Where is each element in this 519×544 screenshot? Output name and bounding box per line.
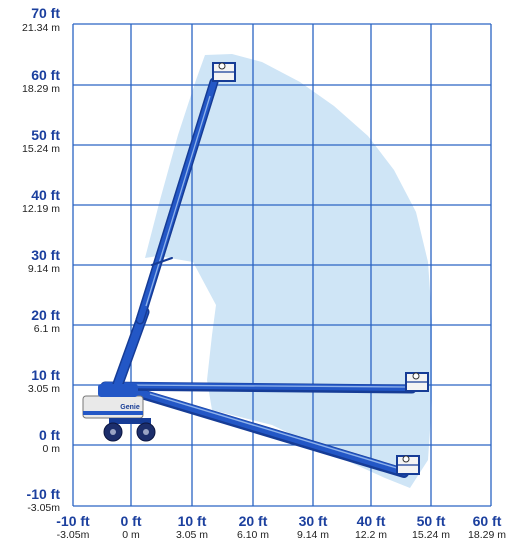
chassis-stripe <box>83 411 143 415</box>
wheel-hub <box>143 429 149 435</box>
brand-mark: Genie <box>120 404 140 411</box>
x-tick-label-m: 15.24 m <box>412 529 450 541</box>
x-tick-label-ft: 30 ft <box>299 513 328 529</box>
y-tick-label-ft: 50 ft <box>31 127 60 143</box>
y-axis-labels: 70 ft 21.34 m 60 ft 18.29 m 50 ft 15.24 … <box>22 5 60 514</box>
operator-icon <box>412 372 420 380</box>
x-tick-label-ft: 10 ft <box>178 513 207 529</box>
y-tick-label-m: 21.34 m <box>22 22 60 34</box>
x-tick-label-ft: 40 ft <box>357 513 386 529</box>
x-tick-label-m: 9.14 m <box>297 529 329 541</box>
y-tick-label-m: 18.29 m <box>22 83 60 95</box>
y-tick-label-m: 9.14 m <box>28 263 60 275</box>
working-envelope-area <box>145 54 432 488</box>
grid <box>72 23 492 507</box>
y-tick-label-m: 0 m <box>42 443 60 455</box>
turntable <box>98 384 138 397</box>
y-tick-label-ft: 70 ft <box>31 5 60 21</box>
machine-base: Genie <box>82 384 156 442</box>
y-tick-label-ft: 20 ft <box>31 307 60 323</box>
x-tick-label-ft: 50 ft <box>417 513 446 529</box>
y-tick-label-m: 3.05 m <box>28 383 60 395</box>
x-tick-label-ft: -10 ft <box>56 513 90 529</box>
x-tick-label-ft: 20 ft <box>239 513 268 529</box>
x-tick-label-ft: 0 ft <box>121 513 142 529</box>
x-tick-label-m: 6.10 m <box>237 529 269 541</box>
boom-max-height <box>112 77 219 390</box>
y-tick-label-m: 15.24 m <box>22 143 60 155</box>
x-tick-label-m: 0 m <box>122 529 140 541</box>
platform-max-height <box>212 62 236 82</box>
y-tick-label-ft: -10 ft <box>27 486 61 502</box>
operator-icon <box>218 62 226 70</box>
x-tick-label-m: 12.2 m <box>355 529 387 541</box>
wheel-hub <box>110 429 116 435</box>
boom-below-grade <box>133 388 409 478</box>
x-tick-label-m: 18.29 m <box>468 529 506 541</box>
y-tick-label-ft: 10 ft <box>31 367 60 383</box>
x-tick-label-ft: 60 ft <box>473 513 502 529</box>
platform-below-grade <box>396 455 420 475</box>
y-tick-label-ft: 40 ft <box>31 187 60 203</box>
y-tick-label-m: 6.1 m <box>34 323 61 335</box>
y-tick-label-ft: 0 ft <box>39 427 60 443</box>
y-tick-label-m: -3.05m <box>27 502 60 514</box>
axle <box>109 418 151 424</box>
x-tick-label-m: 3.05 m <box>176 529 208 541</box>
operator-icon <box>402 455 410 463</box>
boom-max-outreach <box>100 381 417 394</box>
y-tick-label-ft: 30 ft <box>31 247 60 263</box>
y-tick-label-ft: 60 ft <box>31 67 60 83</box>
platform-max-outreach <box>405 372 429 392</box>
x-tick-label-m: -3.05m <box>57 529 90 541</box>
y-tick-label-m: 12.19 m <box>22 203 60 215</box>
x-axis-labels: -10 ft -3.05m 0 ft 0 m 10 ft 3.05 m 20 f… <box>56 513 506 541</box>
